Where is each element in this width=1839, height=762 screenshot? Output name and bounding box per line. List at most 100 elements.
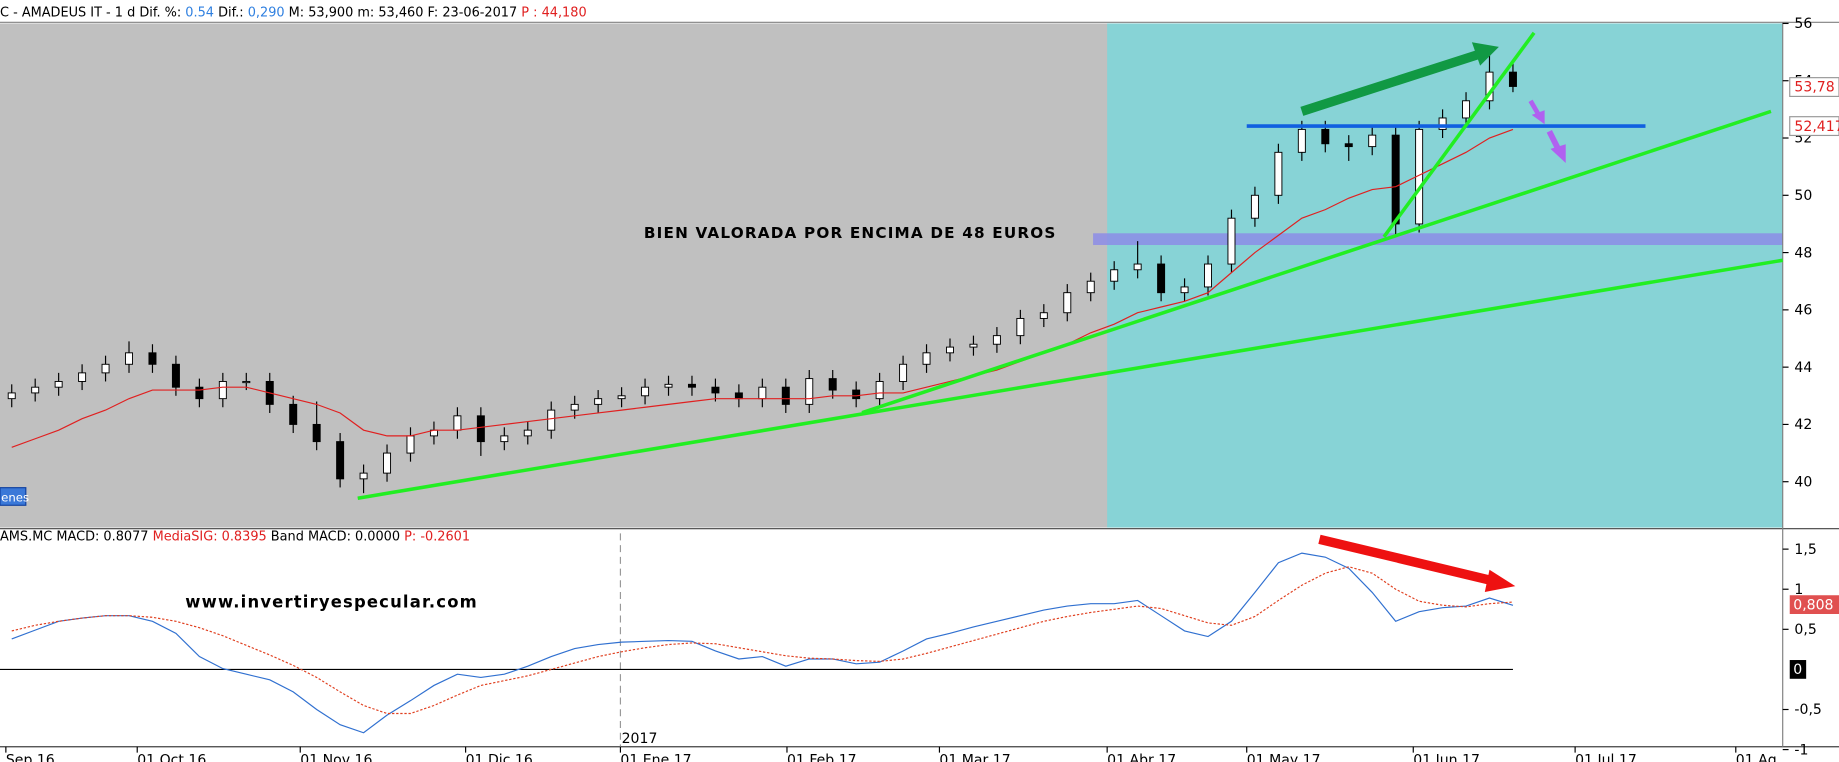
x-tick-label: 01 Abr 17: [1107, 752, 1176, 762]
candle-body: [101, 363, 110, 374]
annotation: BIEN VALORADA POR ENCIMA DE 48 EUROS: [644, 224, 1057, 242]
candle-body: [171, 363, 180, 388]
y-tick-label: -0,5: [1794, 702, 1821, 718]
x-tick-label: 01 Jun 17: [1413, 752, 1480, 762]
y-tick-label: -1: [1794, 742, 1808, 758]
header-text: M: 53,900 m: 53,460 F: 23-06-2017: [289, 5, 518, 20]
candle-body: [899, 363, 908, 382]
candle-body: [54, 380, 63, 388]
candle-body: [1180, 286, 1189, 294]
candle-body: [852, 389, 861, 400]
candle-body: [500, 435, 509, 443]
value-box-label: 0,808: [1793, 597, 1833, 613]
legend-text: AMS.MC MACD: 0.8077: [0, 529, 148, 544]
side-button-label[interactable]: enes: [1, 491, 29, 505]
candle-body: [1391, 134, 1400, 225]
arrow-head: [1484, 569, 1516, 593]
x-tick-label: 01 May 17: [1247, 752, 1321, 762]
x-tick-label: 01 Ag: [1736, 752, 1777, 762]
y-tick-label: 1,5: [1794, 542, 1816, 558]
candle-body: [383, 452, 392, 474]
arrow-head: [1531, 110, 1545, 125]
candle-body: [195, 386, 204, 400]
y-tick-label: 42: [1794, 417, 1812, 433]
candle-body: [1462, 100, 1471, 119]
watermark: www.invertiryespecular.com: [185, 592, 478, 611]
value-box-label: 52,417: [1794, 119, 1839, 135]
y-tick-label: 44: [1794, 360, 1812, 376]
y-tick-label: 48: [1794, 245, 1812, 261]
candle-body: [946, 346, 954, 354]
moving-average: [11, 128, 1514, 448]
candle-body: [547, 409, 556, 431]
x-tick-label: 01 Mar 17: [939, 752, 1010, 762]
x-tick-label: 01 Jul 17: [1575, 752, 1637, 762]
highlight-zone: [1107, 23, 1783, 528]
value-box: [1789, 660, 1807, 679]
candle-body: [1227, 217, 1236, 265]
candle-body: [125, 352, 133, 365]
trendline: [861, 109, 1772, 415]
candle-body: [1133, 263, 1142, 271]
x-tick-label: 01 Dic 16: [466, 752, 533, 762]
candle-body: [1204, 263, 1213, 288]
candle-body: [828, 378, 837, 391]
candle-body: [289, 403, 298, 425]
candle-body: [1274, 151, 1283, 196]
legend-text: Band MACD: 0.0000: [271, 529, 400, 544]
candle-body: [875, 380, 884, 400]
candle-body: [781, 386, 790, 405]
trendline: [1382, 31, 1536, 238]
year-label: 2017: [622, 731, 658, 747]
value-box-label: 53,78: [1794, 80, 1834, 96]
support-band: [1093, 233, 1783, 246]
candle-body: [617, 395, 626, 400]
candle-body: [31, 386, 40, 394]
header-value: 0.54: [185, 5, 214, 20]
candle-body: [711, 386, 720, 394]
candle-body: [734, 392, 743, 400]
header-text: Dif.:: [218, 5, 244, 20]
candle-body: [1438, 117, 1447, 130]
candle-body: [1039, 312, 1048, 319]
y-tick-label: 46: [1794, 303, 1812, 319]
candle-body: [78, 372, 87, 382]
candle-body: [336, 441, 345, 480]
candle-body: [218, 380, 227, 400]
value-box: [1789, 77, 1839, 97]
candle-body: [594, 398, 603, 405]
header-text: C - AMADEUS IT - 1 d Dif. %:: [0, 5, 181, 20]
y-tick-label: 0,5: [1794, 622, 1816, 638]
x-tick-label: 01 Ene 17: [620, 752, 691, 762]
candle-body: [1016, 317, 1025, 337]
arrow: [1318, 534, 1497, 587]
candle-body: [1250, 194, 1259, 219]
candle-body: [242, 380, 251, 384]
candle-body: [758, 386, 767, 400]
candle-body: [523, 429, 532, 437]
candle-body: [664, 383, 673, 388]
candle-body: [1321, 128, 1330, 145]
y-tick-label: 56: [1794, 16, 1812, 32]
header-value: P : 44,180: [521, 5, 586, 20]
candle-body: [1063, 292, 1072, 314]
candle-body: [922, 352, 931, 365]
side-button[interactable]: [0, 487, 27, 506]
candle-body: [1344, 143, 1353, 148]
candle-body: [453, 415, 462, 431]
drawings: [357, 31, 1783, 593]
y-tick-label: 50: [1794, 188, 1812, 204]
value-box: [1789, 116, 1839, 137]
x-tick-label: 01 Nov 16: [300, 752, 372, 762]
candle-body: [312, 423, 321, 443]
legend-text: P: -0.2601: [404, 529, 470, 544]
candle-body: [1086, 280, 1095, 294]
candle-body: [359, 472, 368, 480]
x-tick-label: Sep 16: [6, 752, 55, 762]
arrow-head: [1471, 42, 1499, 66]
candle-body: [1508, 71, 1517, 87]
candle-body: [406, 435, 415, 454]
macd-line: [11, 552, 1514, 734]
candle-body: [570, 403, 579, 411]
